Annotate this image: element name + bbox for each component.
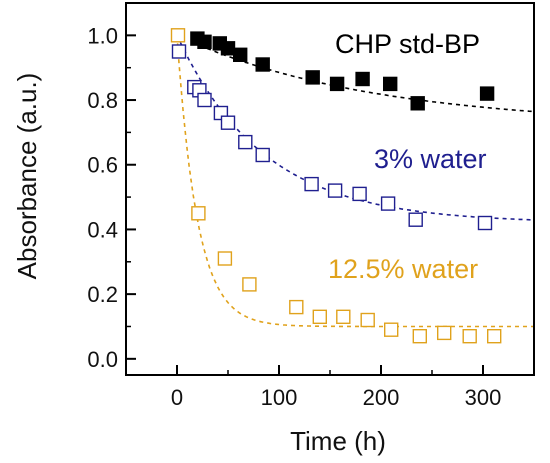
data-point-series-2 — [170, 28, 186, 43]
data-point-series-1 — [220, 115, 236, 130]
data-point-series-2 — [462, 329, 477, 344]
data-point-series-0 — [197, 34, 212, 49]
data-point-series-1 — [352, 186, 367, 202]
data-point-series-1 — [327, 183, 343, 198]
data-point-series-1 — [304, 176, 319, 192]
series-label-12-5pct-water: 12.5% water — [328, 254, 478, 284]
data-point-series-2 — [217, 251, 233, 266]
data-point-series-0 — [383, 76, 398, 92]
data-point-series-0 — [255, 57, 270, 72]
plot-layer — [170, 28, 534, 344]
data-point-series-0 — [220, 41, 236, 56]
y-tick-label: 0.0 — [87, 347, 118, 372]
data-point-series-1 — [238, 134, 253, 150]
data-point-series-1 — [255, 147, 270, 163]
data-point-series-1 — [171, 44, 187, 59]
fit-curve-series-2 — [176, 35, 534, 328]
data-point-series-1 — [197, 92, 212, 108]
data-point-series-2 — [242, 277, 257, 292]
data-point-series-0 — [329, 76, 345, 92]
data-point-series-2 — [437, 325, 452, 341]
data-point-series-2 — [412, 329, 427, 344]
data-point-series-1 — [477, 215, 493, 231]
x-tick-label: 0 — [171, 385, 183, 410]
fit-curve-series-0 — [191, 41, 534, 113]
y-tick-label: 0.6 — [87, 153, 118, 178]
x-tick-label: 300 — [465, 385, 502, 410]
data-point-series-1 — [408, 212, 423, 227]
data-point-series-2 — [360, 312, 375, 328]
data-point-series-0 — [410, 96, 425, 111]
data-point-series-0 — [355, 71, 370, 87]
data-point-series-2 — [487, 329, 502, 344]
data-point-series-2 — [384, 322, 399, 337]
y-tick-label: 0.2 — [87, 282, 118, 307]
data-point-series-0 — [479, 86, 495, 101]
data-point-series-0 — [232, 47, 248, 62]
data-point-series-2 — [289, 299, 304, 315]
data-point-series-2 — [191, 206, 206, 221]
y-axis-title: Absorbance (a.u.) — [12, 73, 42, 280]
series-label-chp-std-bp: CHP std-BP — [335, 29, 480, 59]
series-label-3pct-water: 3% water — [374, 144, 487, 174]
data-point-series-2 — [336, 309, 351, 324]
data-point-series-0 — [305, 70, 320, 85]
x-axis-title: Time (h) — [290, 426, 386, 456]
x-tick-label: 100 — [261, 385, 298, 410]
x-tick-label: 200 — [363, 385, 400, 410]
y-tick-label: 0.4 — [87, 217, 118, 242]
data-point-series-1 — [380, 196, 396, 211]
y-tick-label: 0.8 — [87, 88, 118, 113]
data-point-series-2 — [312, 309, 327, 324]
y-tick-label: 1.0 — [87, 23, 118, 48]
plot-frame: 0 100 200 300 0.0 0.2 0.4 0.6 0.8 1.0 — [87, 2, 535, 410]
